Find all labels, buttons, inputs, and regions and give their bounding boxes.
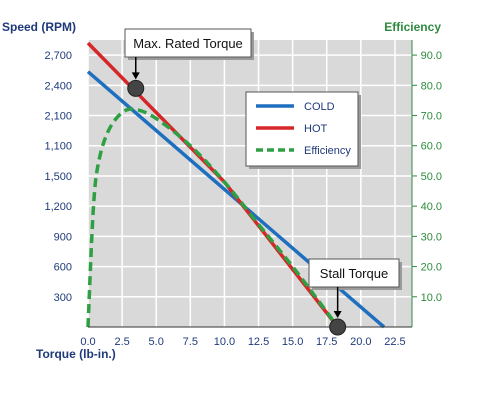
legend: COLD HOT Efficiency: [245, 91, 361, 169]
y-right-title: Efficiency: [384, 20, 441, 34]
annotation-marker: [329, 318, 347, 336]
y-right-tick-label: 40.0: [421, 201, 442, 213]
annotation-text: Max. Rated Torque: [133, 36, 243, 51]
y-left-tick-label: 2,400: [44, 80, 72, 92]
annotation-text: Stall Torque: [320, 266, 388, 281]
y-left-tick-label: 2,700: [44, 50, 72, 62]
y-right-tick-label: 10.0: [421, 292, 442, 304]
y-left-tick-label: 600: [54, 262, 72, 274]
y-right-tick-label: 30.0: [421, 231, 442, 243]
y-left-tick-label: 1,200: [44, 201, 72, 213]
x-tick-label: 5.0: [149, 336, 164, 348]
y-left-tick-label: 2,100: [44, 111, 72, 123]
annotation-arrow-head: [333, 311, 342, 318]
y-right-tick-label: 80.0: [421, 80, 442, 92]
annotation-callout: Stall Torque: [308, 258, 402, 336]
y-right-tick-label: 50.0: [421, 171, 442, 183]
y-right-tick-label: 70.0: [421, 111, 442, 123]
x-tick-label: 22.5: [384, 336, 405, 348]
y-left-tick-label: 300: [54, 292, 72, 304]
x-tick-label: 17.5: [316, 336, 337, 348]
annotations: Max. Rated Torque Stall Torque: [124, 28, 402, 336]
grid: [87, 40, 412, 327]
x-tick-label: 0.0: [80, 336, 95, 348]
x-title: Torque (lb-in.): [36, 347, 116, 361]
annotation-callout: Max. Rated Torque: [124, 28, 254, 97]
x-tick-label: 15.0: [282, 336, 303, 348]
annotation-arrow-head: [131, 72, 140, 80]
legend-label: COLD: [304, 101, 335, 113]
axes: 0.0 2.5 5.0 7.5 10.0 12.5 15.0 17.5 20.0 22.5 10.0…: [44, 40, 442, 348]
x-tick-label: 10.0: [214, 336, 235, 348]
x-tick-label: 12.5: [248, 336, 269, 348]
y-left-tick-label: 1,100: [44, 141, 72, 153]
x-tick-label: 2.5: [114, 336, 129, 348]
annotation-box: [124, 28, 252, 58]
series-line-efficiency: [86, 107, 340, 329]
x-tick-label: 7.5: [183, 336, 198, 348]
annotation-box: [308, 258, 400, 288]
y-right-tick-label: 20.0: [421, 262, 442, 274]
y-right-tick-label: 60.0: [421, 141, 442, 153]
y-left-tick-label: 900: [54, 231, 72, 243]
y-left-title: Speed (RPM): [2, 20, 76, 34]
x-tick-label: 20.0: [350, 336, 371, 348]
y-left-tick-label: 1,500: [44, 171, 72, 183]
annotation-marker: [127, 79, 145, 97]
legend-label: Efficiency: [304, 145, 351, 157]
legend-label: HOT: [304, 123, 328, 135]
y-right-tick-label: 90.0: [421, 50, 442, 62]
